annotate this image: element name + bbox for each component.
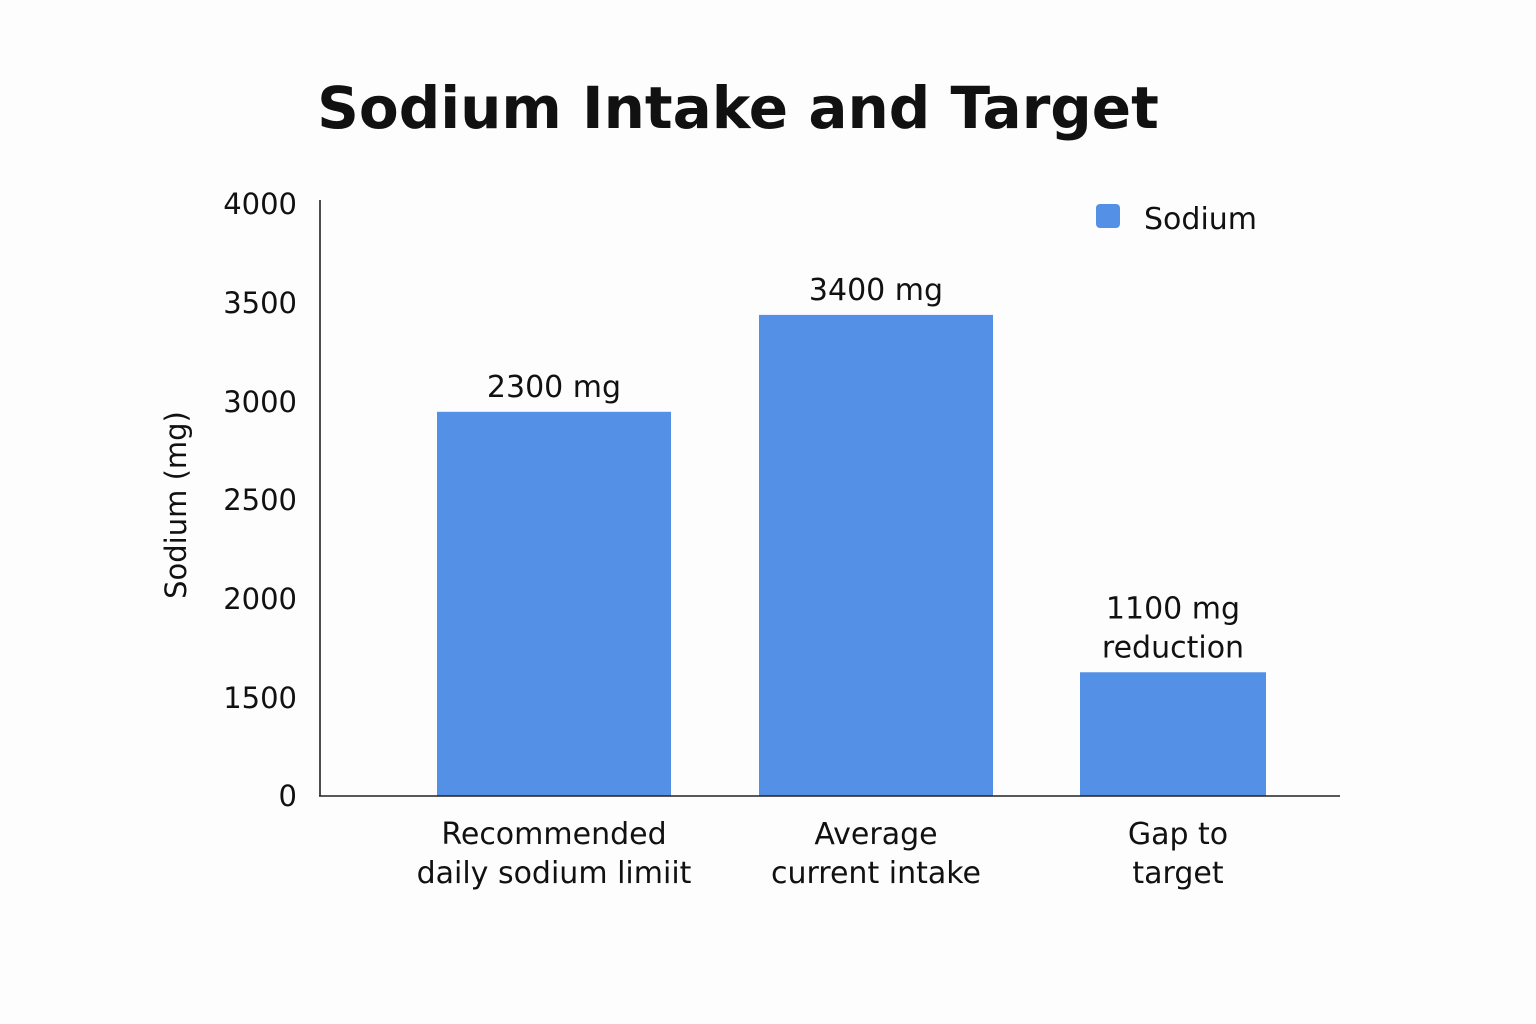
x-category-label: Gap to <box>1128 817 1228 852</box>
data-labels: 2300 mg 3400 mg 1100 mg reduction <box>487 273 1244 665</box>
y-tick-label: 1500 <box>223 681 297 715</box>
y-tick-label: 4000 <box>223 187 297 221</box>
y-axis-ticks: 0 1500 2000 2500 3000 3500 4000 <box>223 187 297 813</box>
y-tick-label: 2500 <box>223 483 297 517</box>
bar-data-label: reduction <box>1102 630 1244 665</box>
bar <box>759 314 993 796</box>
x-category-label: Recommended <box>441 817 666 852</box>
bar-data-label: 3400 mg <box>809 273 943 308</box>
bar-data-label: 2300 mg <box>487 370 621 405</box>
legend-swatch-sodium <box>1096 204 1120 228</box>
y-tick-label: 0 <box>279 779 297 813</box>
y-tick-label: 3000 <box>223 385 297 419</box>
legend-label-sodium: Sodium <box>1144 202 1257 237</box>
y-tick-label: 2000 <box>223 582 297 616</box>
x-axis-category-labels: Recommended daily sodium limiit Average cur… <box>417 817 1229 891</box>
bars <box>437 314 1266 796</box>
bar <box>1080 672 1266 796</box>
x-category-label: Average <box>814 817 937 852</box>
bar <box>437 411 671 796</box>
y-axis-title: Sodium (mg) <box>159 411 193 599</box>
legend: Sodium <box>1096 202 1257 237</box>
bar-data-label: 1100 mg <box>1106 591 1240 626</box>
y-tick-label: 3500 <box>223 286 297 320</box>
chart-title: Sodium Intake and Target <box>317 74 1159 142</box>
x-category-label: current intake <box>771 856 981 891</box>
x-category-label: target <box>1132 856 1223 891</box>
x-category-label: daily sodium limiit <box>417 856 692 891</box>
